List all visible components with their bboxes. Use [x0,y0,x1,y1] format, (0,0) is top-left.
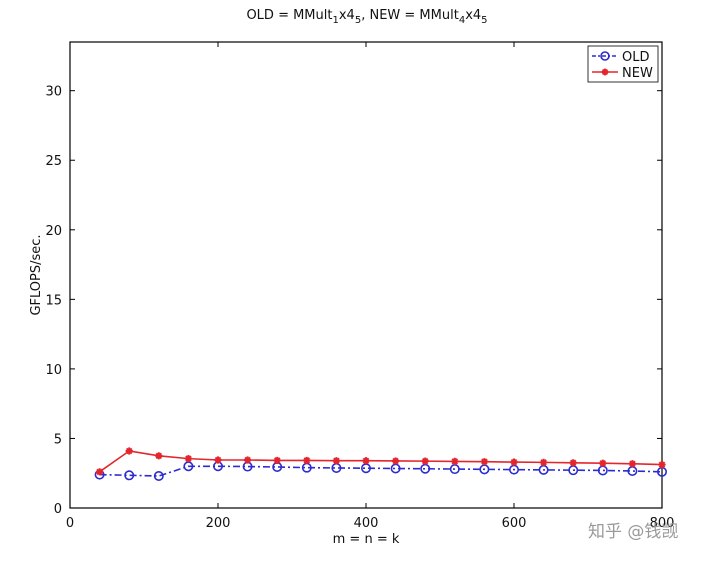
title-part: x4 [339,8,355,23]
data-point-new [540,458,548,466]
y-axis-label: GFLOPS/sec. [29,234,44,315]
legend-label-new: NEW [622,66,653,81]
data-point-new [569,459,577,467]
y-tick-label: 25 [45,154,62,169]
title-part: OLD = MMult [246,8,332,23]
y-tick-label: 5 [54,432,62,447]
series-line-new [99,450,663,473]
title-subscript: 4 [459,15,465,26]
data-point-new [273,456,281,465]
data-point-new [155,452,163,460]
chart-title: OLD = MMult1x45, NEW = MMult4x45 [246,8,487,26]
data-point-new [303,456,311,465]
data-point-old [124,470,135,481]
data-point-new [96,468,104,476]
plot-area [69,41,663,509]
axis-ticks: 0 200 400 600 800 0 5 10 15 20 25 30 [45,42,674,531]
data-point-new [392,457,400,465]
data-point-new [125,447,133,455]
data-point-new [510,458,518,466]
data-point-new [214,456,222,464]
data-point-new [421,457,429,465]
x-tick-label: 800 [650,516,675,531]
title-part: x4 [465,8,481,23]
title-subscript: 5 [481,15,487,26]
y-tick-label: 0 [54,502,62,517]
y-tick-label: 20 [45,224,62,239]
x-tick-label: 400 [354,516,379,531]
data-point-new [184,455,192,463]
series-markers [94,447,667,482]
legend-label-old: OLD [622,50,650,65]
x-tick-label: 200 [206,516,231,531]
legend-marker-old [600,51,610,61]
title-part: , NEW = MMult [361,8,459,23]
data-point-new [362,457,370,465]
data-point-new [451,457,459,465]
watermark-text: 知乎 @钱觊 [588,522,678,542]
x-axis-label: m = n = k [333,532,400,547]
title-subscript: 1 [332,15,338,26]
data-point-new [480,458,488,466]
data-point-old [153,471,164,482]
y-tick-label: 30 [45,85,62,100]
title-subscript: 5 [355,15,361,26]
data-point-new [599,459,607,467]
legend-marker-new [601,68,609,76]
data-point-new [244,456,252,464]
x-tick-label: 0 [66,516,74,531]
data-point-new [332,457,340,465]
data-point-new [628,460,636,468]
y-tick-label: 15 [45,293,62,308]
legend-box [587,45,659,83]
data-point-new [658,460,666,469]
x-tick-label: 600 [502,516,527,531]
y-tick-label: 10 [45,363,62,378]
